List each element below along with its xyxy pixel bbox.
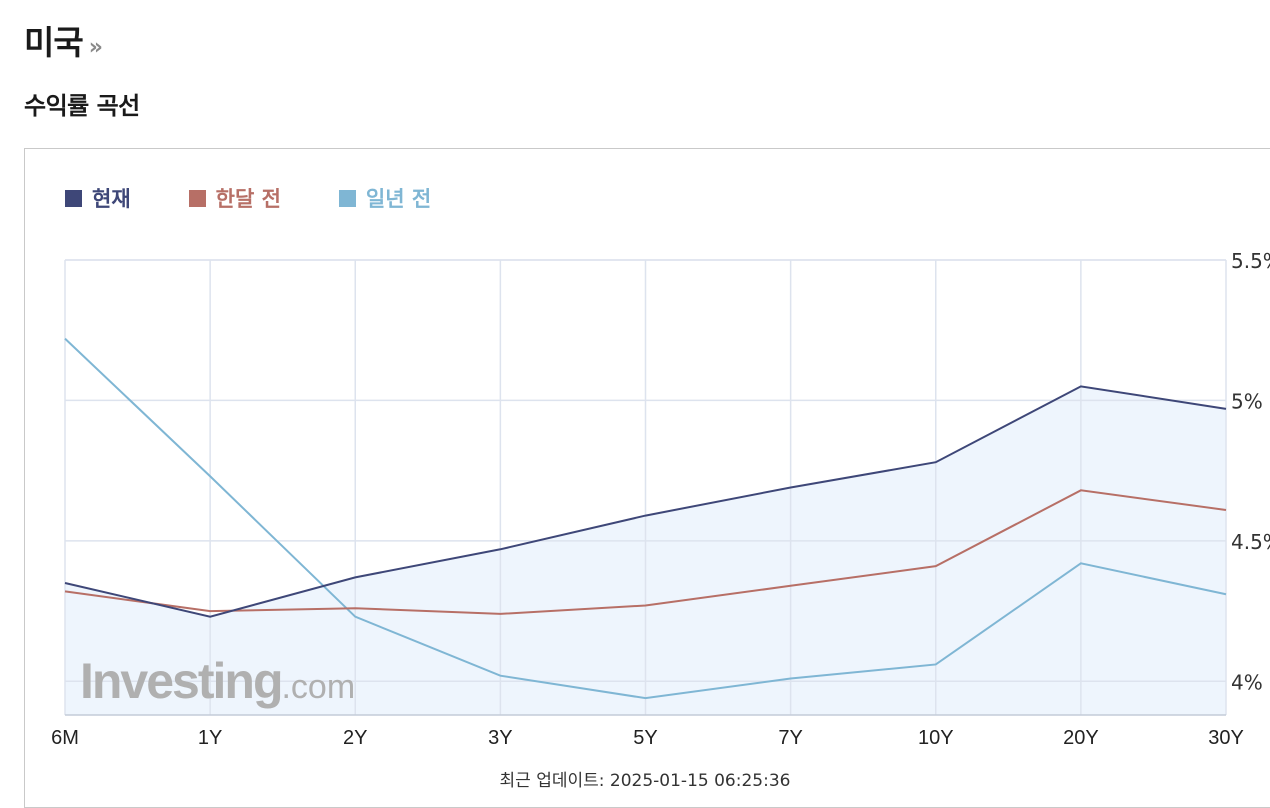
legend-swatch-year-ago [338, 189, 356, 207]
legend-swatch-month-ago [188, 189, 206, 207]
legend-item-month-ago[interactable]: 한달 전 [188, 183, 281, 213]
watermark-logo: Investing.com [80, 653, 355, 709]
last-updated-label: 최근 업데이트: [499, 771, 605, 791]
x-tick-label: 10Y [918, 727, 954, 749]
legend-item-year-ago[interactable]: 일년 전 [338, 183, 432, 213]
legend-label-year-ago: 일년 전 [365, 187, 432, 211]
legend-label-month-ago: 한달 전 [215, 187, 281, 211]
section-title: 수익률 곡선 [24, 92, 140, 120]
page-title[interactable]: 미국 » [24, 16, 103, 64]
series-line-current [64, 385, 1227, 618]
y-tick-label: 5% [1231, 389, 1263, 413]
x-tick-label: 2Y [343, 727, 367, 749]
last-updated-timestamp: 2025-01-15 06:25:36 [609, 771, 791, 791]
x-tick-label: 1Y [198, 727, 222, 749]
series-line-month-ago [64, 489, 1227, 615]
y-tick-label: 4% [1231, 670, 1263, 694]
legend-swatch-current [65, 189, 82, 207]
x-tick-label: 20Y [1063, 727, 1099, 749]
chart-legend: 현재 한달 전 일년 전 [65, 183, 431, 213]
x-tick-label: 30Y [1208, 727, 1244, 749]
last-updated: 최근 업데이트: 2025-01-15 06:25:36 [0, 766, 1270, 791]
y-tick-label: 5.5% [1231, 249, 1270, 273]
x-tick-label: 5Y [633, 727, 657, 749]
chevron-right-icon[interactable]: » [88, 35, 103, 60]
legend-label-current: 현재 [92, 187, 131, 211]
y-tick-label: 4.5% [1231, 530, 1270, 554]
x-tick-label: 3Y [488, 727, 512, 749]
series-line-year-ago [64, 337, 1227, 700]
x-tick-label: 6M [51, 727, 79, 749]
country-title[interactable]: 미국 [24, 23, 84, 62]
legend-item-current[interactable]: 현재 [65, 183, 131, 213]
x-tick-label: 7Y [778, 727, 802, 749]
